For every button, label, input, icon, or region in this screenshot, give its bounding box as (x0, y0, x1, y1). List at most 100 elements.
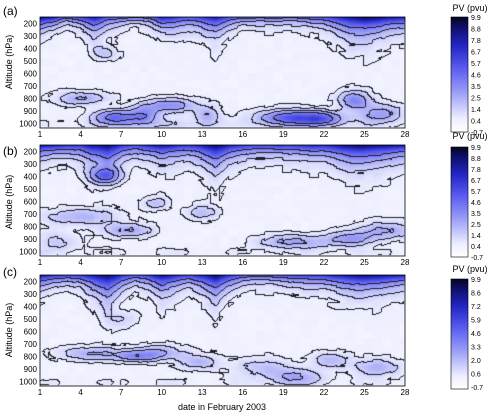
panel-c-colorbar-label: 7.2 (471, 304, 481, 311)
panel-b-colorbar-label: 9.9 (471, 145, 481, 152)
panel-a: (a) Altitude (hPa) 200 300 400 500 600 7… (3, 3, 488, 139)
panel-a-ytick: 1000 (19, 120, 37, 129)
panel-a-label: (a) (3, 4, 18, 18)
panel-b-colorbar-label: 0.4 (471, 244, 481, 251)
panel-b-colorbar-title: PV (pvu) (452, 131, 487, 141)
panel-c-ytick: 400 (24, 303, 38, 312)
panel-a-xtick: 19 (279, 130, 288, 139)
panel-b-colorbar-label: 2.5 (471, 222, 481, 229)
panel-b-xtick: 1 (38, 258, 43, 267)
panel-a-colorbar-label: 6.7 (471, 50, 481, 57)
panel-b-xtick: 28 (401, 258, 410, 267)
panel-b-colorbar-label: 8.8 (471, 156, 481, 163)
panel-b-colorbar-labels: 9.9 8.8 7.8 6.7 5.7 4.6 3.5 2.5 1.4 0.4 … (471, 145, 483, 262)
panel-b-ytick: 600 (24, 198, 38, 207)
panel-a-xtick: 1 (38, 130, 43, 139)
panel-a-ytick: 700 (24, 82, 38, 91)
panel-c-heatmap (40, 275, 405, 386)
panel-a-colorbar-label: 0.4 (471, 119, 481, 126)
panel-c-colorbar-label: 4.6 (471, 331, 481, 338)
panel-a-colorbar-label: 4.6 (471, 73, 481, 80)
panel-a-colorbar-label: 7.8 (471, 38, 481, 45)
panel-c-ytick: 800 (24, 353, 38, 362)
panel-c-label: (c) (3, 265, 17, 279)
panel-a-colorbar-label: 1.4 (471, 107, 481, 114)
panel-b-ytick: 500 (24, 185, 38, 194)
panel-a-xticks: 1 4 7 10 13 16 19 22 25 28 (38, 130, 410, 139)
panel-a-colorbar-label: 3.5 (471, 84, 481, 91)
panel-b-xtick: 13 (198, 258, 207, 267)
panel-c: (c) Altitude (hPa) 200 300 400 500 600 7… (3, 264, 488, 412)
panel-b-ytick: 400 (24, 173, 38, 182)
panel-a-colorbar (450, 16, 469, 133)
panel-a-yticks: 200 300 400 500 600 700 800 900 1000 (19, 20, 37, 129)
panel-c-colorbar-label: -0.7 (471, 385, 483, 392)
panel-c-colorbar-label: 8.6 (471, 291, 481, 298)
panel-b: (b) Altitude (hPa) 200 300 400 500 600 7… (3, 131, 488, 267)
panel-b-colorbar (450, 146, 469, 258)
panel-b-colorbar-label: 3.5 (471, 211, 481, 218)
panel-c-xtick: 28 (401, 388, 410, 397)
panel-a-ytick: 900 (24, 107, 38, 116)
panel-a-ytick: 200 (24, 20, 38, 29)
panel-a-xtick: 10 (157, 130, 166, 139)
panel-c-ylabel: Altitude (hPa) (4, 303, 14, 358)
panel-a-ytick: 400 (24, 45, 38, 54)
panel-c-xtick: 1 (38, 388, 43, 397)
panel-b-heatmap (40, 145, 405, 256)
panel-a-colorbar-label: 5.7 (471, 61, 481, 68)
panel-c-ytick: 900 (24, 365, 38, 374)
panel-b-frame (39, 144, 406, 257)
panel-c-colorbar-labels: 9.9 8.6 7.2 5.9 4.6 3.3 2.0 0.6 -0.7 (471, 277, 483, 392)
panel-c-yticks: 200 300 400 500 600 700 800 900 1000 (19, 278, 37, 387)
panel-b-xtick: 25 (360, 258, 369, 267)
panel-a-ytick: 500 (24, 57, 38, 66)
panel-a-colorbar-label: 8.8 (471, 27, 481, 34)
panel-b-xtick: 22 (319, 258, 328, 267)
panel-a-xtick: 25 (360, 130, 369, 139)
panel-a-xtick: 22 (319, 130, 328, 139)
panel-c-colorbar-label: 0.6 (471, 372, 481, 379)
panel-c-ytick: 600 (24, 328, 38, 337)
panel-b-ytick: 1000 (19, 248, 37, 257)
panel-b-colorbar-label: 4.6 (471, 200, 481, 207)
panel-b-ylabel: Altitude (hPa) (4, 175, 14, 230)
panel-c-xtick: 13 (198, 388, 207, 397)
panel-b-xtick: 10 (157, 258, 166, 267)
panel-c-xticks: 1 4 7 10 13 16 19 22 25 28 (38, 388, 410, 397)
panel-b-xtick: 16 (238, 258, 247, 267)
panel-c-colorbar-label: 2.0 (471, 358, 481, 365)
panel-a-xtick: 4 (78, 130, 83, 139)
panel-c-ytick: 500 (24, 315, 38, 324)
panel-b-colorbar-label: 6.7 (471, 178, 481, 185)
panel-c-colorbar-title: PV (pvu) (452, 264, 487, 274)
panel-b-label: (b) (3, 144, 18, 158)
panel-a-colorbar-label: 9.9 (471, 15, 481, 22)
panel-c-xlabel: date in February 2003 (178, 402, 266, 412)
panel-a-heatmap (40, 17, 405, 128)
panel-c-colorbar-label: 9.9 (471, 277, 481, 284)
panel-b-xtick: 4 (78, 258, 83, 267)
panel-a-ytick: 800 (24, 95, 38, 104)
panel-c-ytick: 300 (24, 290, 38, 299)
panel-c-xtick: 4 (78, 388, 83, 397)
panel-b-colorbar-label: 7.8 (471, 167, 481, 174)
panel-a-xtick: 28 (401, 130, 410, 139)
panel-a-colorbar-title: PV (pvu) (452, 3, 487, 13)
panel-b-colorbar-label: 5.7 (471, 189, 481, 196)
panel-a-ytick: 600 (24, 70, 38, 79)
panel-a-colorbar-labels: 9.9 8.8 7.8 6.7 5.7 4.6 3.5 2.5 1.4 0.4 … (471, 15, 483, 137)
panel-a-ytick: 300 (24, 32, 38, 41)
panel-b-colorbar-label: -0.7 (471, 255, 483, 262)
panel-c-frame (39, 274, 406, 387)
panel-b-ytick: 200 (24, 148, 38, 157)
panel-b-ytick: 800 (24, 223, 38, 232)
panel-b-colorbar-label: 1.4 (471, 233, 481, 240)
panel-b-xticks: 1 4 7 10 13 16 19 22 25 28 (38, 258, 410, 267)
panel-c-colorbar (450, 278, 469, 390)
panel-b-ytick: 700 (24, 210, 38, 219)
panel-c-ytick: 700 (24, 340, 38, 349)
panel-b-xtick: 7 (119, 258, 124, 267)
panel-a-colorbar-label: -0.7 (471, 130, 483, 137)
